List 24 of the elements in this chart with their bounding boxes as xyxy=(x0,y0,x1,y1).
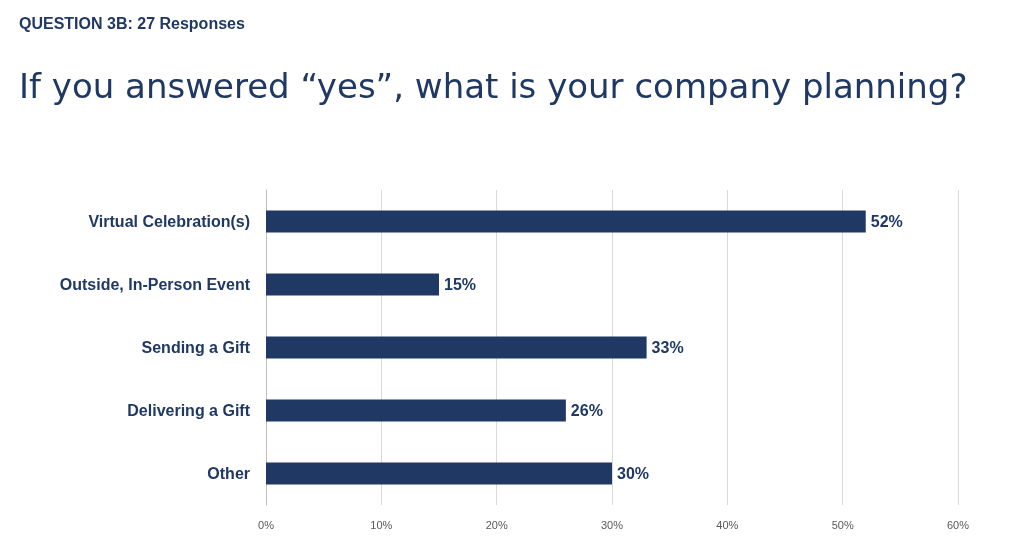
data-label: 33% xyxy=(651,339,684,356)
data-label: 15% xyxy=(444,276,477,293)
bar xyxy=(266,399,566,422)
bar xyxy=(266,210,866,233)
data-label: 52% xyxy=(870,213,903,230)
bar xyxy=(266,462,612,485)
x-tick-label: 20% xyxy=(485,518,508,531)
x-tick-label: 40% xyxy=(716,518,739,531)
y-tick-label: Other xyxy=(207,465,250,482)
text: QUESTION 3B: 27 Responses xyxy=(19,14,245,32)
bar xyxy=(266,273,439,296)
x-tick-label: 10% xyxy=(370,518,393,531)
data-label: 30% xyxy=(617,465,650,482)
x-tick-label: 30% xyxy=(600,518,624,531)
y-tick-label: Outside, In-Person Event xyxy=(59,276,251,293)
data-label: 26% xyxy=(570,402,603,419)
y-tick-label: Sending a Gift xyxy=(141,339,251,356)
y-tick-label: Delivering a Gift xyxy=(127,402,251,419)
x-tick-label: 0% xyxy=(258,518,275,531)
x-tick-label: 50% xyxy=(831,518,854,531)
bar xyxy=(266,336,647,359)
chart-title: If you answered “yes”, what is your company planning? xyxy=(19,66,968,106)
y-tick-label: Virtual Celebration(s) xyxy=(88,213,250,230)
x-tick-label: 60% xyxy=(946,518,970,531)
